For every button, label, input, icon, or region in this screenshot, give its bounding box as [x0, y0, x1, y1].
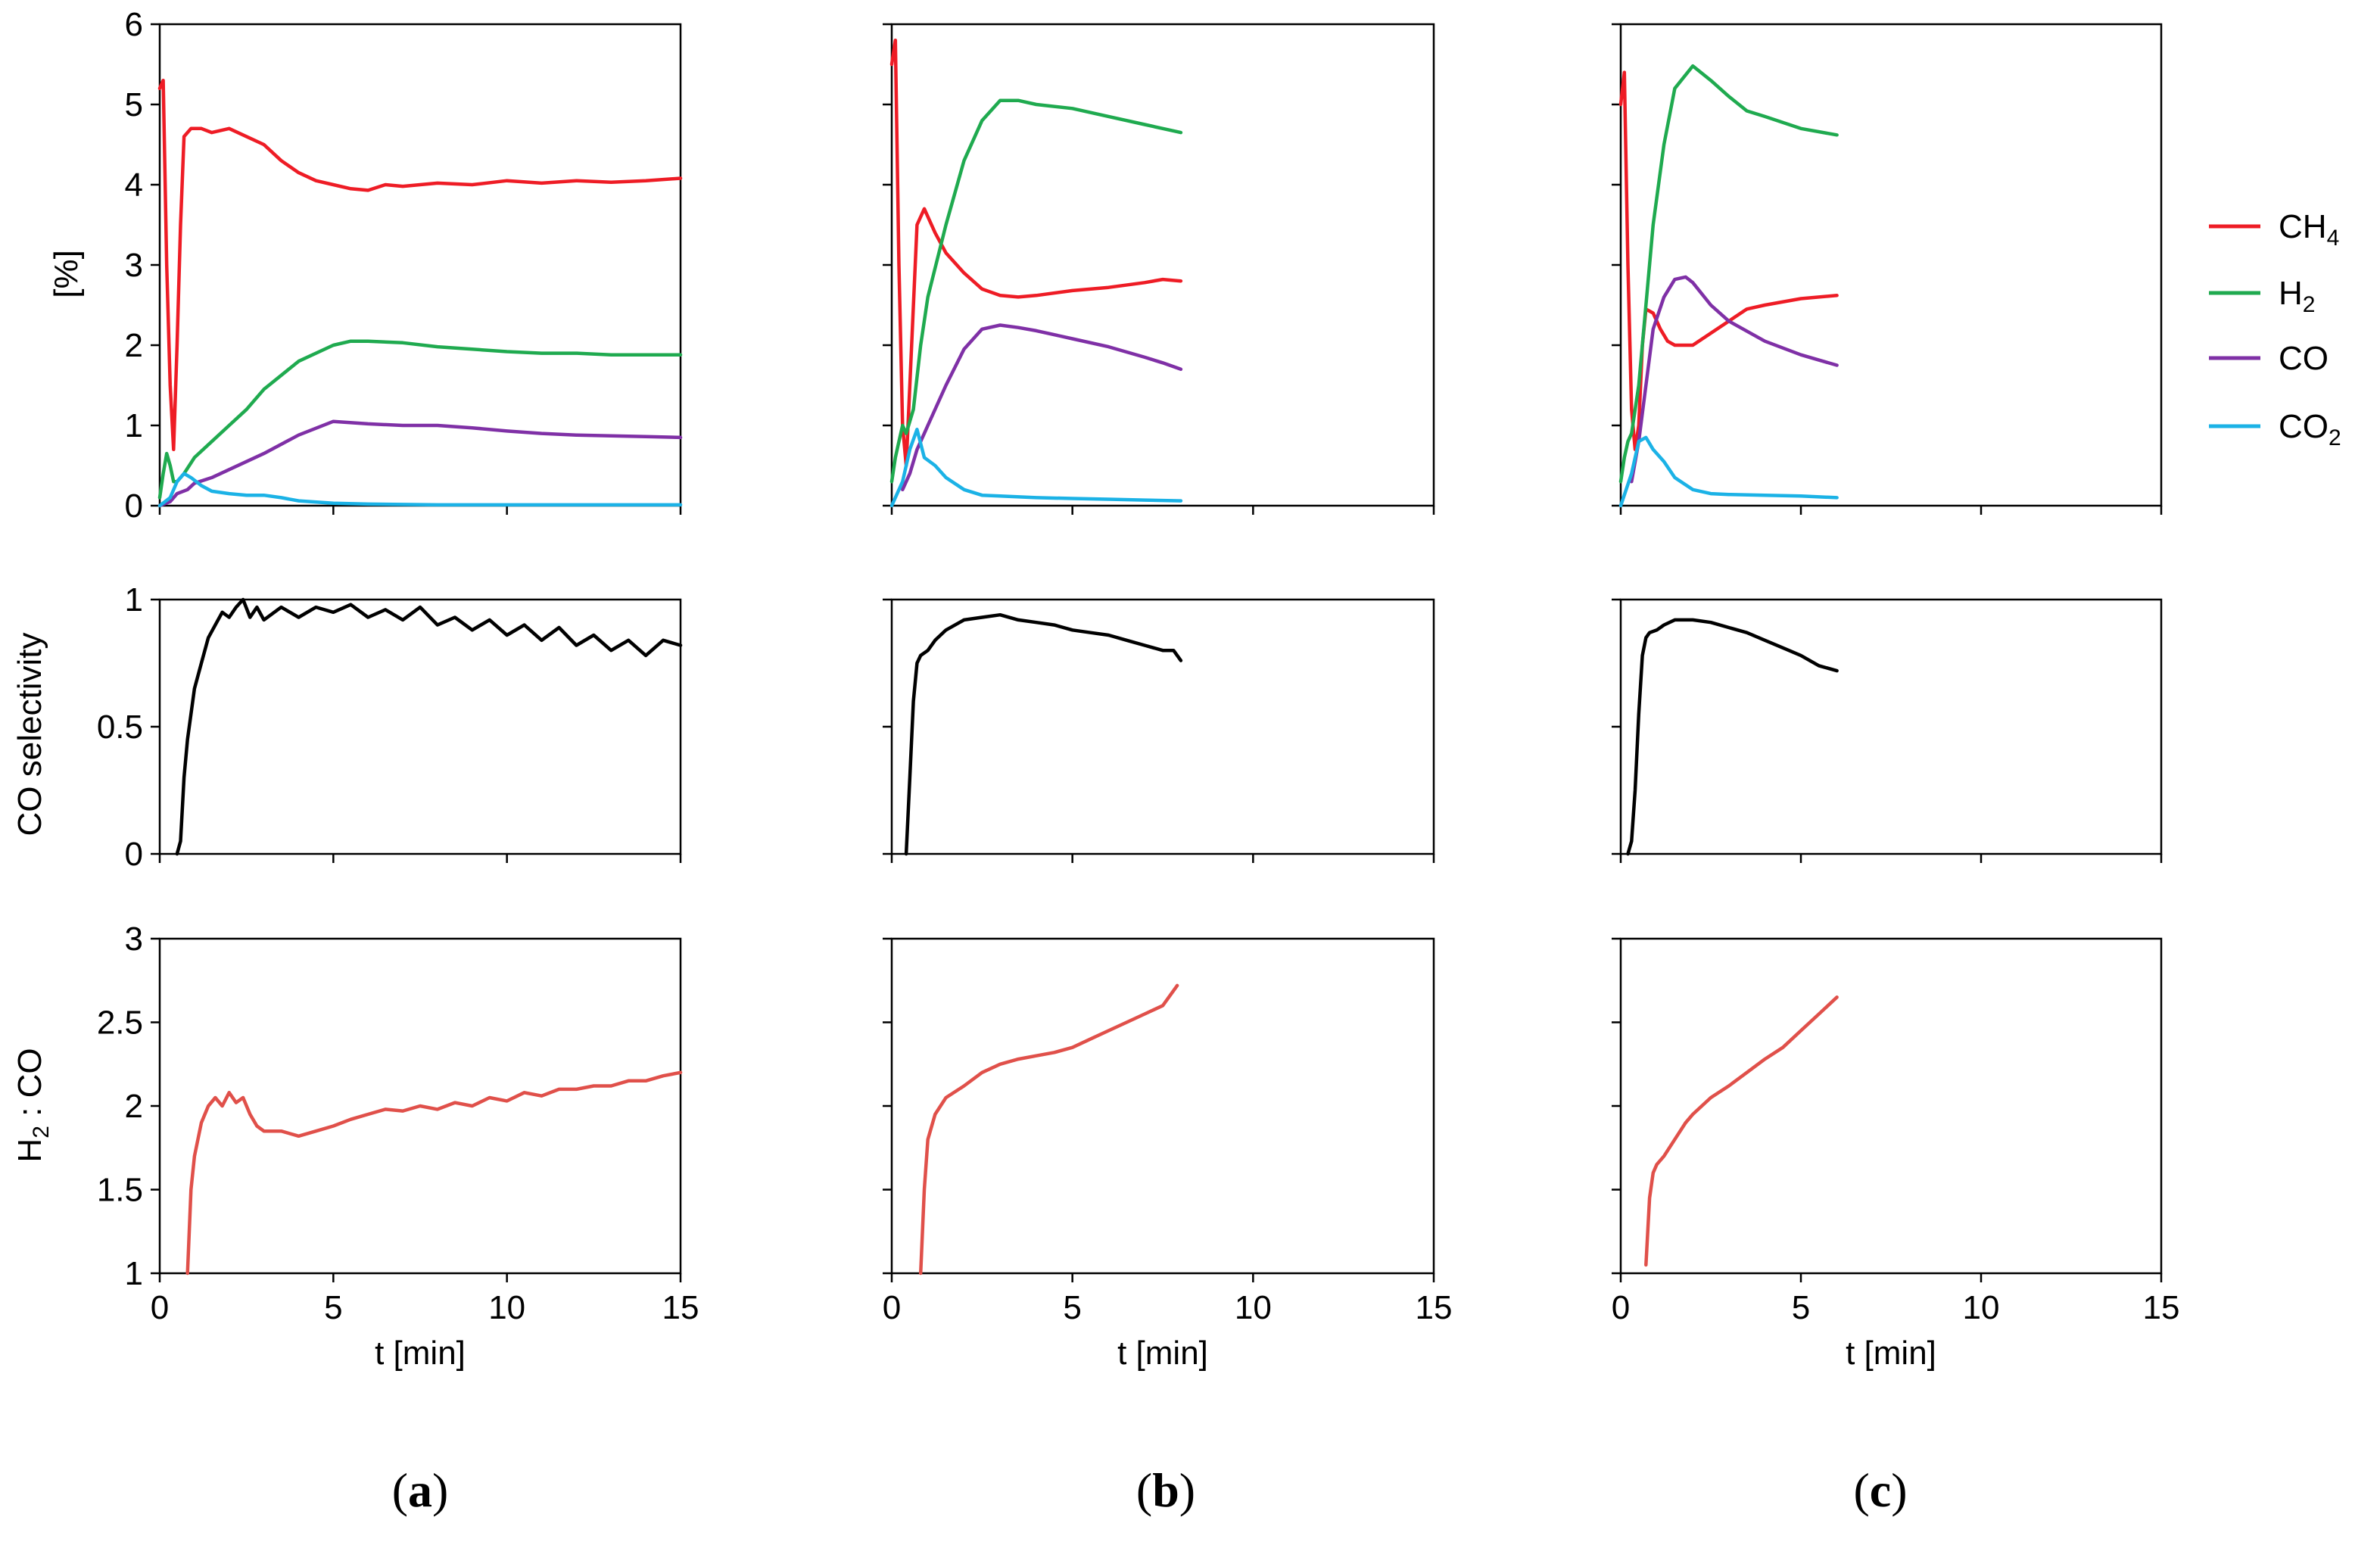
x-tick-label: 15 — [2143, 1289, 2180, 1326]
series-line-co2 — [157, 472, 683, 508]
series-line-co — [157, 419, 683, 508]
plot-c-co_selectivity — [1612, 598, 2163, 863]
series-line-ratio — [1644, 995, 1839, 1267]
x-tick-label: 5 — [324, 1289, 342, 1326]
x-tick-label: 0 — [151, 1289, 169, 1326]
plot-c-gas_concentrations — [1612, 23, 2163, 515]
x-tick-label: 10 — [488, 1289, 525, 1326]
y-tick-label: 3 — [125, 921, 143, 958]
series-line-h2 — [889, 98, 1183, 484]
x-tick-label: 15 — [662, 1289, 699, 1326]
y-tick-label: 0 — [125, 836, 143, 873]
plot-a-gas_concentrations: 0 1 2 3 4 5 6 — [125, 6, 683, 525]
y-tick-label: 3 — [125, 247, 143, 284]
panel-label-b: (b) — [1136, 1463, 1195, 1517]
x-tick-label: 15 — [1416, 1289, 1453, 1326]
series-line-ratio — [918, 983, 1179, 1276]
x-tick-label: 10 — [1963, 1289, 2000, 1326]
series-line-h2 — [1618, 64, 1839, 484]
series-line-ch4 — [1618, 70, 1839, 452]
series-line-co2 — [1618, 435, 1839, 508]
series-line-co — [901, 323, 1183, 492]
plot-frame — [890, 937, 1435, 1275]
y-tick-label: 2 — [125, 327, 143, 364]
y-tick-label: 0 — [125, 488, 143, 525]
y-tick-label: 0.5 — [97, 709, 143, 746]
y-tick-label: 2 — [125, 1088, 143, 1125]
legend-label-co2: CO2 — [2279, 408, 2341, 450]
series-line-ch4 — [157, 78, 683, 452]
plot-frame — [890, 23, 1435, 507]
plot-frame — [1619, 598, 2163, 855]
legend: CH4 H2 CO CO2 — [2209, 208, 2341, 450]
series-line-ratio — [185, 1070, 683, 1276]
x-axis-title: t [min] — [1117, 1335, 1208, 1372]
plot-frame — [158, 598, 682, 855]
plot-c-h2_co_ratio: 0 5 10 15 t [min] — [1612, 937, 2180, 1372]
x-axis-title: t [min] — [1846, 1335, 1936, 1372]
series-line-selectivity — [175, 597, 683, 856]
x-tick-label: 0 — [1612, 1289, 1630, 1326]
y-axis-title-h2-co-ratio: H2 : CO — [11, 1048, 54, 1162]
y-tick-label: 6 — [125, 6, 143, 43]
y-tick-label: 4 — [125, 167, 143, 204]
y-axis-title-concentration: [%] — [48, 250, 85, 298]
legend-label-ch4: CH4 — [2279, 208, 2339, 251]
series-line-ch4 — [889, 38, 1183, 468]
series-line-selectivity — [1626, 618, 1839, 856]
x-tick-label: 10 — [1235, 1289, 1272, 1326]
y-axis-title-co-selectivity: CO selectivity — [11, 633, 48, 836]
x-tick-label: 5 — [1063, 1289, 1081, 1326]
panel-label-c: (c) — [1853, 1463, 1907, 1517]
x-axis-title: t [min] — [375, 1335, 466, 1372]
y-tick-label: 5 — [125, 86, 143, 123]
plot-frame — [158, 23, 682, 507]
y-tick-label: 2.5 — [97, 1005, 143, 1042]
series-line-selectivity — [904, 612, 1183, 856]
plot-frame — [890, 598, 1435, 855]
series-line-h2 — [157, 339, 683, 500]
plot-b-h2_co_ratio: 0 5 10 15 t [min] — [883, 937, 1453, 1372]
series-line-co — [1630, 275, 1839, 484]
plot-a-h2_co_ratio: 1 1.5 2 2.5 3 0 5 10 15 t [min] — [97, 921, 699, 1372]
plot-b-gas_concentrations — [883, 23, 1435, 515]
y-tick-label: 1.5 — [97, 1172, 143, 1209]
y-tick-label: 1 — [125, 1255, 143, 1292]
x-tick-label: 0 — [883, 1289, 901, 1326]
plot-b-co_selectivity — [883, 598, 1435, 863]
legend-label-h2: H2 — [2279, 275, 2315, 317]
x-tick-label: 5 — [1792, 1289, 1810, 1326]
y-tick-label: 1 — [125, 581, 143, 618]
series-line-co2 — [889, 428, 1183, 508]
plot-frame — [1619, 23, 2163, 507]
plot-a-co_selectivity: 00.51 — [97, 581, 683, 873]
legend-label-co: CO — [2279, 340, 2329, 377]
y-tick-label: 1 — [125, 407, 143, 444]
panel-label-a: (a) — [392, 1463, 449, 1517]
